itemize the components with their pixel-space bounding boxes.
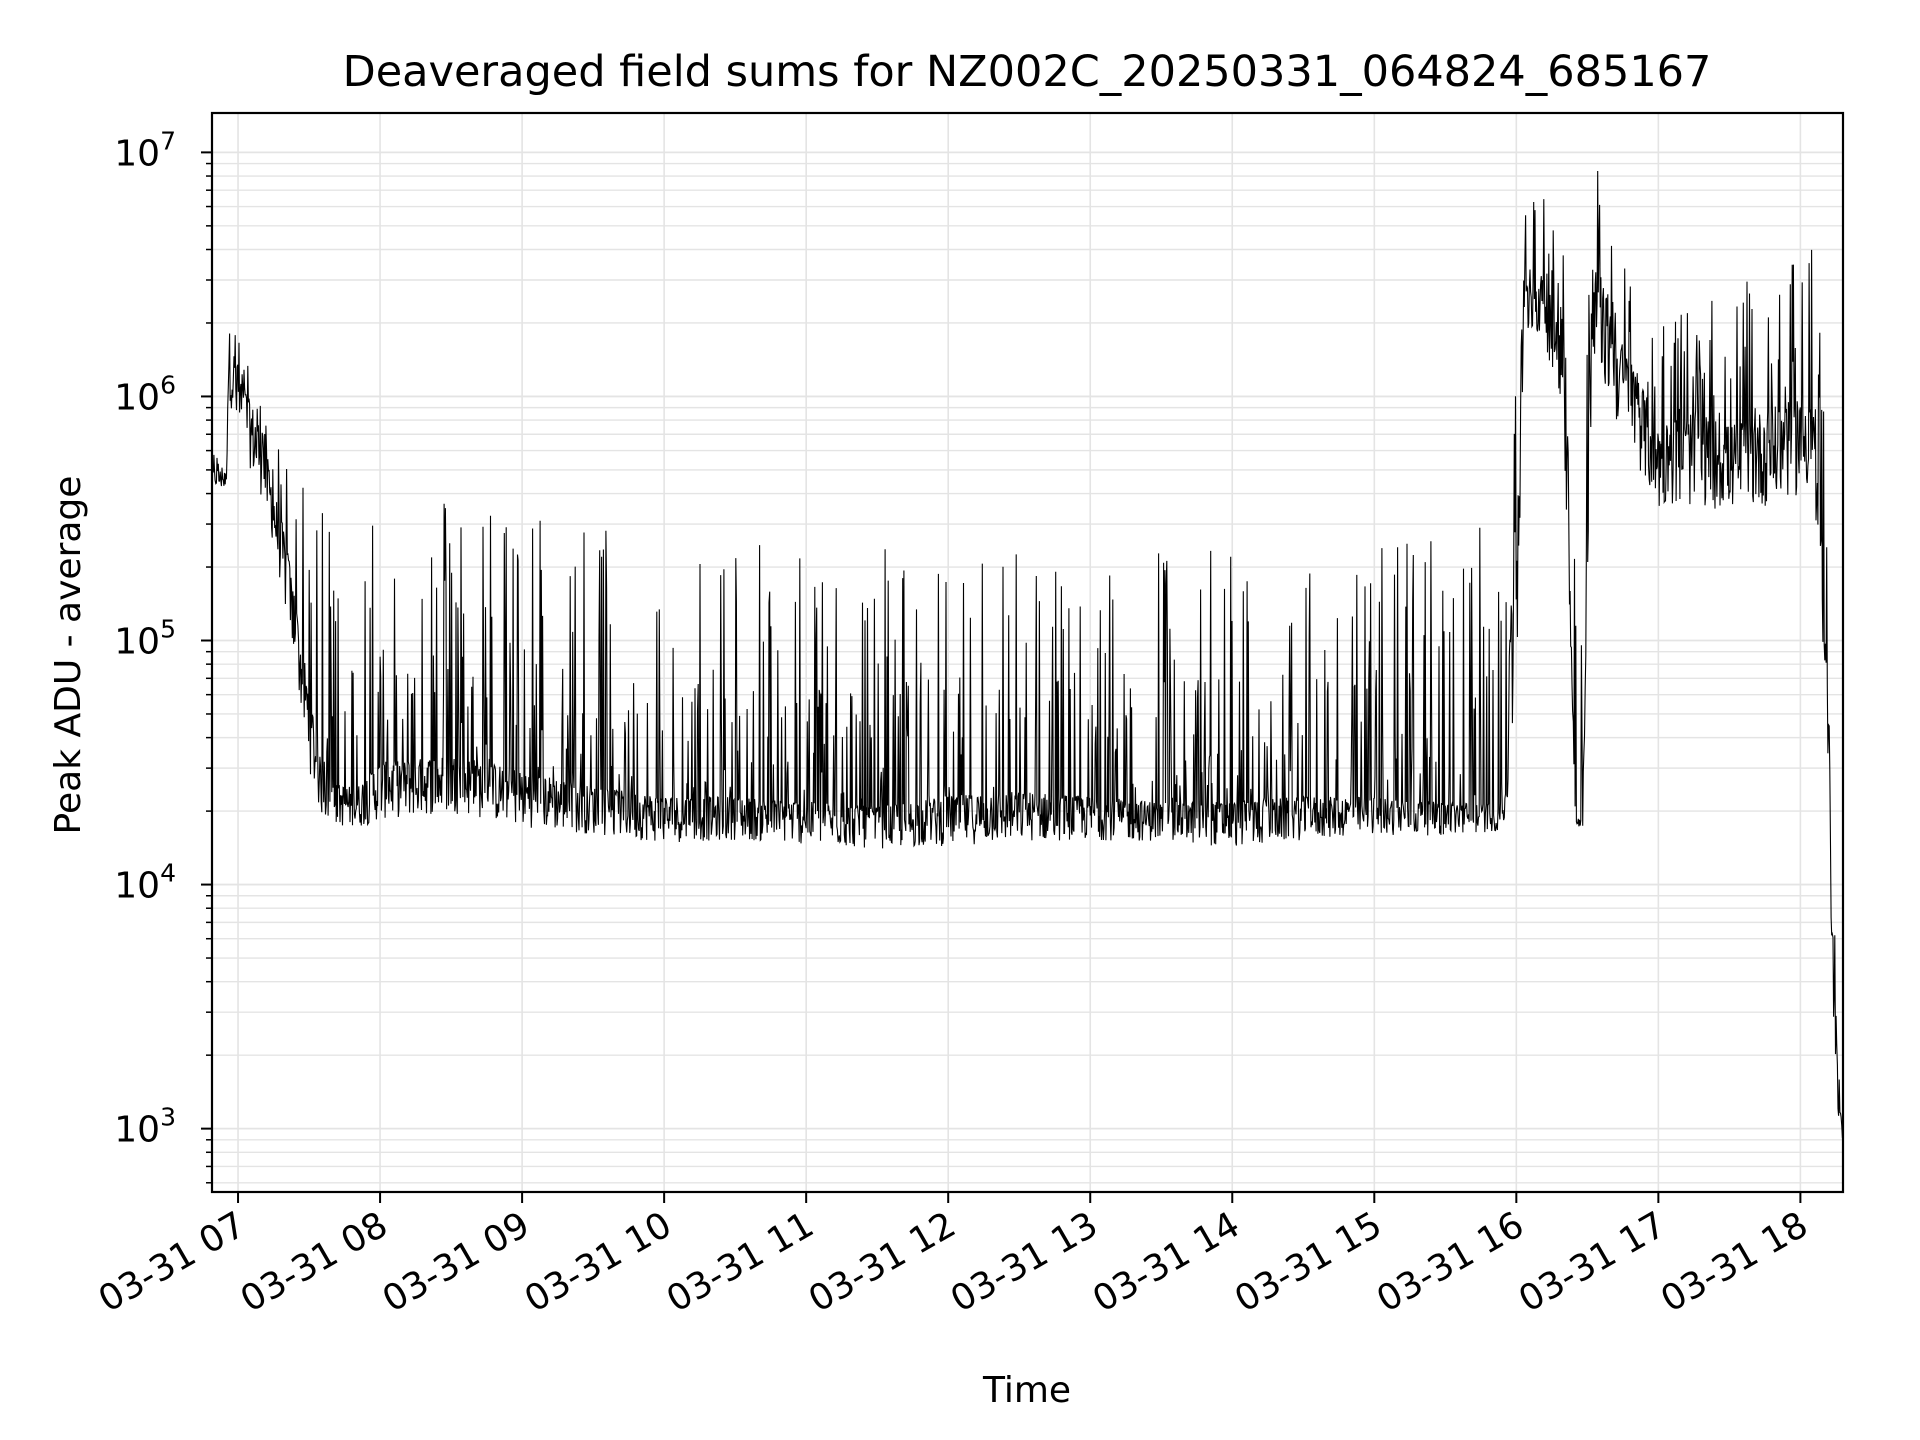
chart-title: Deaveraged field sums for NZ002C_2025033… (343, 47, 1712, 97)
plot-frame (210, 111, 1845, 1194)
y-axis-title: Peak ADU - average (48, 476, 89, 835)
y-tick-label: 107 (114, 126, 176, 174)
series-line (212, 170, 1843, 1141)
y-tick-label: 105 (114, 615, 176, 663)
grid-layer (212, 113, 1843, 1192)
x-axis-title: Time (982, 1370, 1071, 1411)
y-tick-label: 106 (114, 370, 176, 418)
data-layer (212, 170, 1843, 1141)
y-tick-label: 103 (114, 1103, 176, 1151)
y-tick-label: 104 (114, 859, 176, 907)
